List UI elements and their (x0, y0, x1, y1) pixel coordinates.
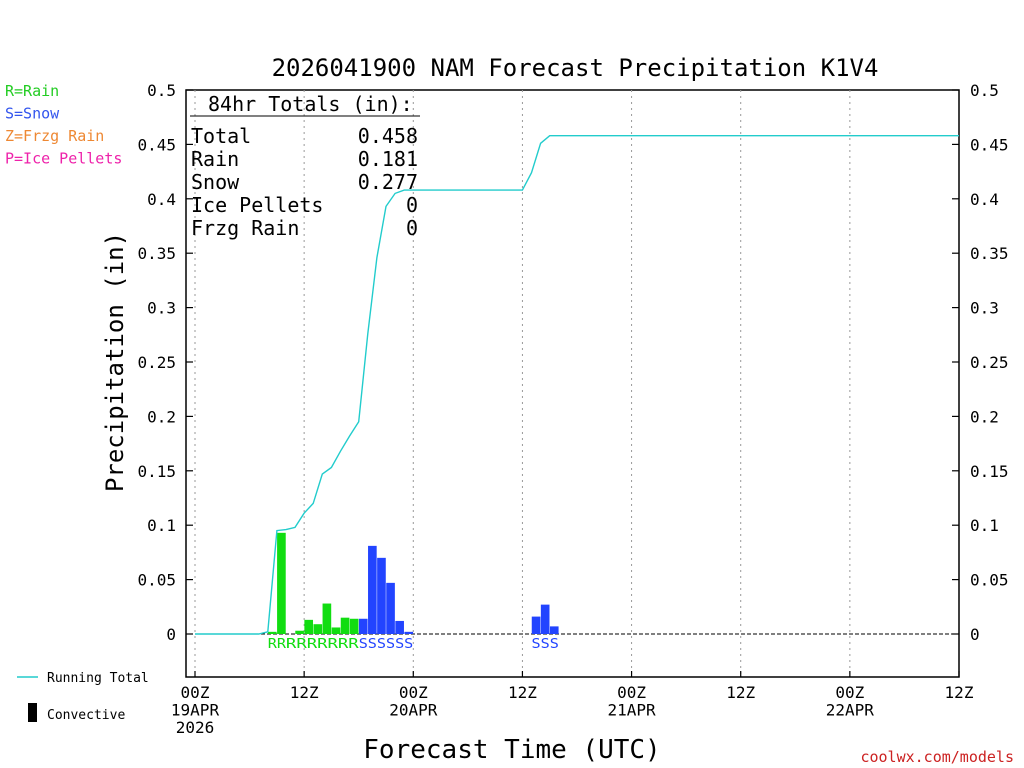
plot-frame (185, 89, 960, 678)
y-tick-label-right: 0 (970, 625, 980, 644)
x-tick-label: 20APR (389, 701, 438, 720)
precip-type-label: RRRRRRR (286, 637, 359, 652)
x-tick-label: 12Z (290, 683, 319, 702)
precip-bars (267, 532, 559, 634)
y-tick-label: 0.45 (137, 135, 176, 154)
y-axis-title: Precipitation (in) (101, 232, 129, 492)
rain-bar (304, 619, 314, 634)
rain-bar (331, 627, 341, 634)
rain-bar (313, 624, 323, 634)
y-tick-label-right: 0.15 (970, 462, 1009, 481)
rain-bar (295, 630, 304, 634)
x-tick-label: 00Z (399, 683, 428, 702)
rain-bar (349, 618, 359, 634)
snow-bar (549, 626, 559, 634)
snow-bar (540, 604, 550, 634)
convective-legend-label: Convective (47, 708, 125, 723)
totals-row-value: 0.458 (358, 124, 418, 148)
snow-bar (404, 631, 414, 634)
y-tick-label: 0.05 (137, 571, 176, 590)
y-tick-label: 0 (166, 625, 176, 644)
y-tick-label-right: 0.3 (970, 299, 999, 318)
legend-item: S=Snow (5, 105, 60, 123)
totals-row-label: Total (191, 124, 251, 148)
totals-row-label: Ice Pellets (191, 193, 323, 217)
totals-rows: Total 0.458 Rain 0.181 Snow 0.277 Ice Pellets 0… (191, 124, 418, 240)
snow-bar (358, 618, 368, 634)
y-tick-label-right: 0.05 (970, 571, 1009, 590)
convective-legend-swatch (28, 703, 37, 722)
rain-bar (277, 532, 286, 634)
y-tick-label-right: 0.45 (970, 135, 1009, 154)
x-tick-label: 22APR (826, 701, 875, 720)
x-tick-label: 19APR (171, 701, 220, 720)
y-tick-label-right: 0.35 (970, 244, 1009, 263)
snow-bar (377, 557, 386, 634)
credit-text: coolwx.com/models (860, 748, 1014, 766)
precip-type-label: SSSSSS (359, 637, 414, 652)
x-tick-label: 21APR (607, 701, 656, 720)
x-axis-title: Forecast Time (UTC) (363, 735, 660, 765)
precip-type-label: RR (268, 637, 286, 652)
y-tick-label: 0.2 (147, 407, 176, 426)
y-tick-label: 0.35 (137, 244, 176, 263)
y-axis-right: 0 0.05 0.1 0.15 0.2 0.25 0.3 0.35 0.4 0.45 0.5 (952, 81, 1009, 644)
precip-type-label: SSS (532, 637, 559, 652)
rain-bar (267, 631, 277, 634)
y-tick-label: 0.5 (147, 81, 176, 100)
rain-bar (340, 617, 350, 634)
rain-bar (322, 603, 332, 634)
x-tick-label: 12Z (945, 683, 974, 702)
y-tick-label-right: 0.1 (970, 516, 999, 535)
y-tick-label: 0.15 (137, 462, 176, 481)
totals-row-value: 0.277 (358, 170, 418, 194)
y-tick-label-right: 0.25 (970, 353, 1009, 372)
x-tick-label: 00Z (835, 683, 864, 702)
y-tick-label: 0.25 (137, 353, 176, 372)
totals-row-label: Rain (191, 147, 239, 171)
y-tick-label-right: 0.4 (970, 190, 999, 209)
snow-bar (368, 545, 377, 634)
legend-item: Z=Frzg Rain (5, 127, 104, 145)
x-tick-label: 12Z (508, 683, 537, 702)
snow-bar (386, 582, 395, 634)
y-axis-left: 0 0.05 0.1 0.15 0.2 0.25 0.3 0.35 0.4 0.45 0.5 (137, 81, 193, 644)
legend-item: P=Ice Pellets (5, 150, 122, 168)
y-tick-label-right: 0.5 (970, 81, 999, 100)
totals-row-label: Snow (191, 170, 240, 194)
running-total-line (195, 134, 959, 635)
totals-header: 84hr Totals (in): (208, 92, 413, 116)
y-tick-label: 0.1 (147, 516, 176, 535)
x-tick-label: 2026 (176, 718, 215, 737)
totals-row-value: 0 (406, 216, 418, 240)
y-tick-label: 0.4 (147, 190, 176, 209)
running-total-legend-label: Running Total (47, 671, 149, 686)
totals-row-label: Frzg Rain (191, 216, 299, 240)
precip-type-labels: RR RRRRRRR SSSSSS SSS (268, 637, 559, 652)
x-tick-label: 00Z (617, 683, 646, 702)
legend-item: R=Rain (5, 82, 59, 100)
totals-box: 84hr Totals (in): Total 0.458 Rain 0.181 Sno… (190, 92, 420, 240)
x-tick-label: 00Z (181, 683, 210, 702)
snow-bar (395, 620, 404, 634)
y-tick-label: 0.3 (147, 299, 176, 318)
snow-bar (531, 616, 541, 634)
x-tick-label: 12Z (726, 683, 755, 702)
totals-row-value: 0.181 (358, 147, 418, 171)
grid-lines (194, 90, 851, 677)
chart-title: 2026041900 NAM Forecast Precipitation K1… (272, 54, 879, 82)
totals-row-value: 0 (406, 193, 418, 217)
y-tick-label-right: 0.2 (970, 407, 999, 426)
precip-type-legend: R=Rain S=Snow Z=Frzg Rain P=Ice Pellets (5, 82, 122, 168)
